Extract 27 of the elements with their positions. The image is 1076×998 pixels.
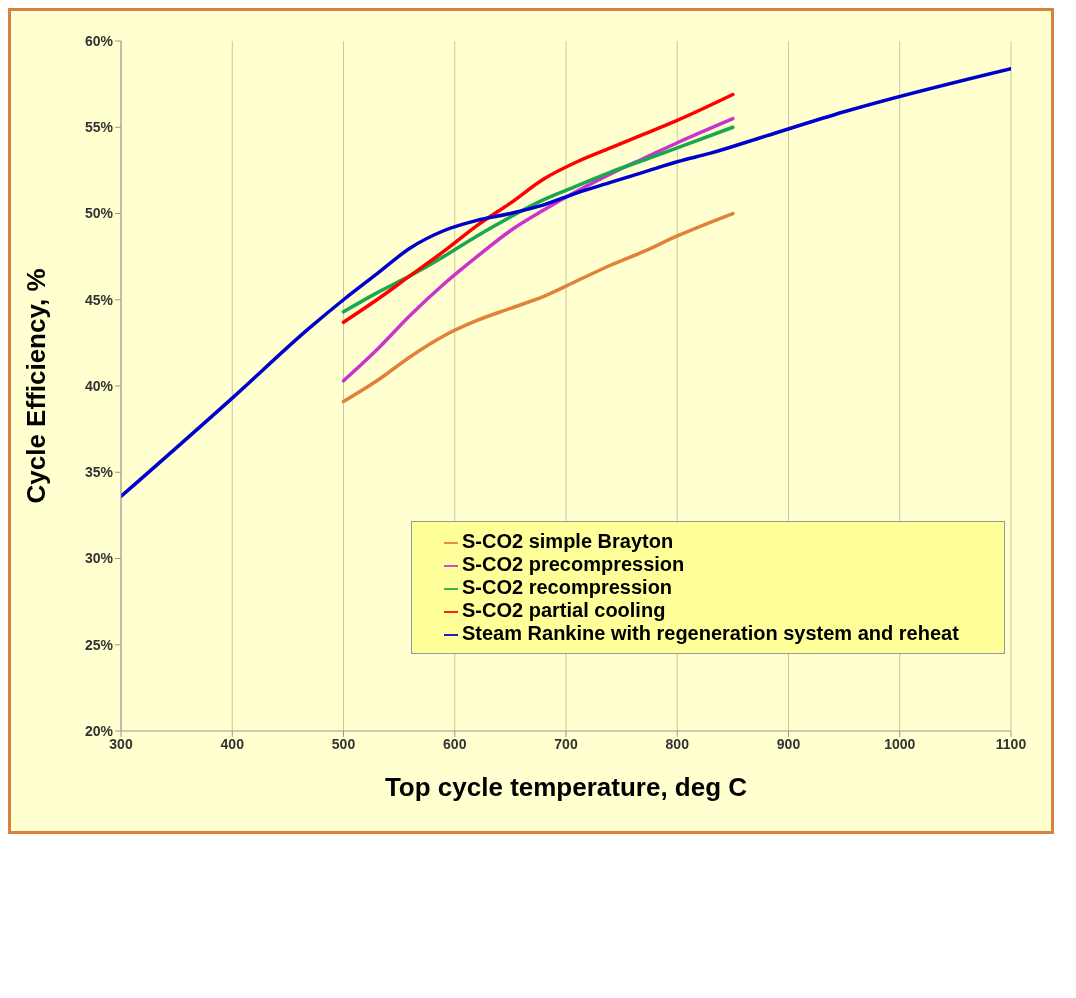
y-tick-label: 55%: [84, 119, 114, 136]
x-tick-label: 500: [331, 735, 356, 752]
line-series: [341, 211, 735, 404]
y-tick-label: 25%: [84, 636, 114, 653]
y-tick-label: 40%: [84, 377, 114, 394]
legend-label: S-CO2 recompression: [462, 576, 674, 599]
y-tick-label: 30%: [84, 550, 114, 567]
line-series: [341, 125, 735, 314]
legend-label: Steam Rankine with regeneration system and reheat: [462, 622, 960, 645]
x-tick-label: 400: [220, 735, 245, 752]
x-tick-label: 700: [554, 735, 578, 752]
y-tick-label: 50%: [84, 205, 114, 222]
x-tick-label: 900: [776, 735, 801, 752]
x-tick-label: 600: [443, 735, 467, 752]
line-series: [341, 92, 735, 324]
y-axis-title: Cycle Efficiency, %: [21, 268, 52, 504]
x-tick-label: 800: [665, 735, 690, 752]
line-series: [121, 66, 1011, 499]
legend-label: S-CO2 simple Brayton: [462, 530, 675, 553]
legend-label: S-CO2 precompression: [462, 553, 686, 576]
x-tick-label: 1100: [995, 735, 1027, 752]
x-axis-title: Top cycle temperature, deg C: [384, 772, 748, 802]
y-tick-label: 60%: [84, 32, 114, 49]
y-tick-label: 45%: [84, 291, 114, 308]
x-tick-label: 1000: [884, 735, 916, 752]
legend-label: S-CO2 partial cooling: [462, 599, 667, 622]
y-tick-label: 35%: [84, 464, 114, 481]
